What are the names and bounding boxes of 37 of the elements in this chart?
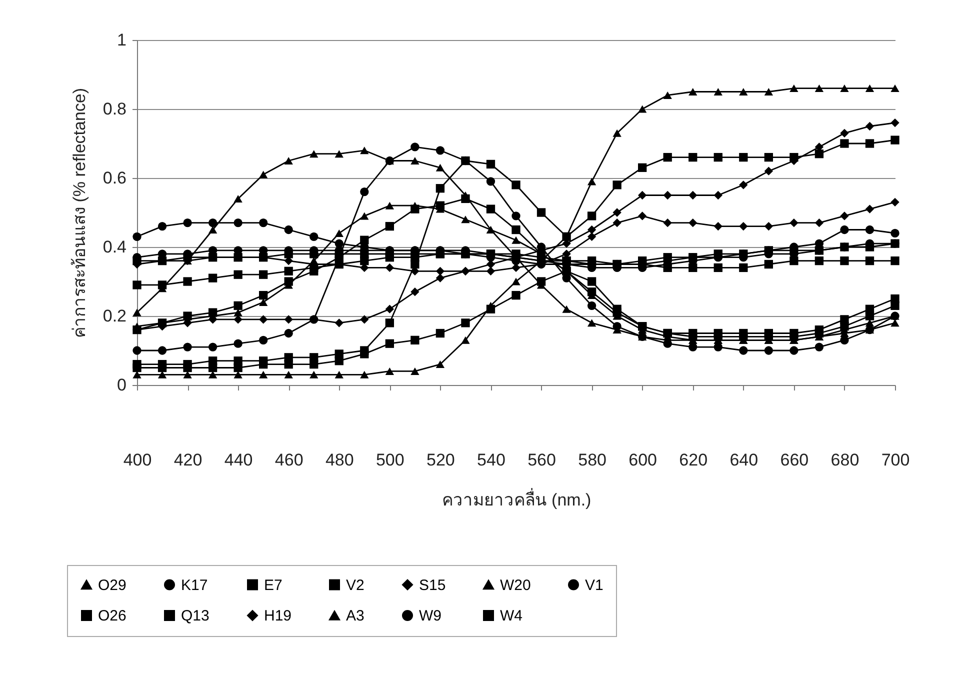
y-axis-title: ค่าการสะท้อนแสง (% reflectance) [70,88,89,338]
x-tick-label: 500 [376,450,404,470]
x-axis-title: ความยาวคลื่น (nm.) [442,488,592,510]
y-tick-label: 0.2 [102,306,126,326]
x-tick-label: 560 [528,450,556,470]
y-tick-label: 0.6 [102,168,126,188]
legend-label: V1 [585,576,604,594]
legend-label: O26 [98,608,126,624]
legend-label: V2 [346,576,364,594]
x-tick-label: 660 [780,450,809,470]
x-tick-label: 480 [325,450,354,470]
y-tick-label: 0.8 [102,100,126,118]
legend-label: W4 [500,608,522,624]
legend-label: S15 [419,576,446,594]
x-tick-label: 640 [730,450,758,470]
legend-label: K17 [181,576,208,594]
legend-label: A3 [346,608,364,624]
legend-label: O29 [98,576,126,594]
x-tick-label: 440 [224,450,253,470]
x-tick-label: 700 [881,450,910,470]
y-tick-label: 0.4 [102,238,126,256]
x-tick-label: 520 [426,450,455,470]
legend-label: W20 [500,576,531,594]
x-tick-label: 460 [274,450,304,470]
x-tick-label: 540 [477,450,506,470]
legend-label: Q13 [181,608,210,624]
legend-label: H19 [264,608,292,624]
x-tick-label: 420 [174,450,202,470]
legend-label: W9 [419,608,442,624]
y-tick-label: 0 [117,376,126,394]
legend-label: E7 [264,576,282,594]
x-tick-label: 680 [830,450,860,470]
x-tick-label: 620 [679,450,708,470]
y-tick-label: 1 [117,30,126,50]
x-tick-label: 600 [628,450,658,470]
x-tick-label: 580 [578,450,606,470]
x-tick-label: 400 [123,450,152,470]
